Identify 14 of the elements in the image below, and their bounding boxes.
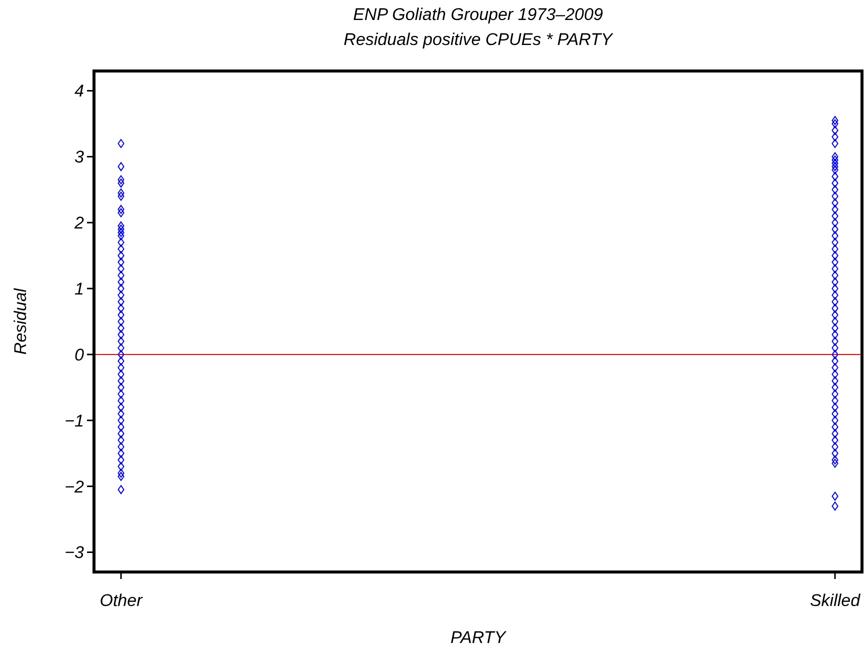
y-tick-label: 2 [74, 214, 85, 233]
x-axis-title: PARTY [450, 628, 508, 647]
chart-subtitle: Residuals positive CPUEs * PARTY [344, 30, 614, 49]
y-tick-label: −1 [64, 411, 84, 430]
x-tick-label: Other [100, 591, 144, 610]
y-tick-label: −2 [64, 477, 85, 496]
y-tick-label: 1 [74, 279, 84, 298]
y-tick-label: 0 [74, 345, 85, 364]
y-tick-label: 3 [74, 148, 85, 167]
x-tick-label: Skilled [810, 591, 861, 610]
y-axis-title: Residual [11, 287, 30, 355]
y-tick-label: −3 [64, 543, 85, 562]
chart-title: ENP Goliath Grouper 1973–2009 [353, 5, 604, 24]
y-tick-label: 4 [74, 82, 84, 101]
